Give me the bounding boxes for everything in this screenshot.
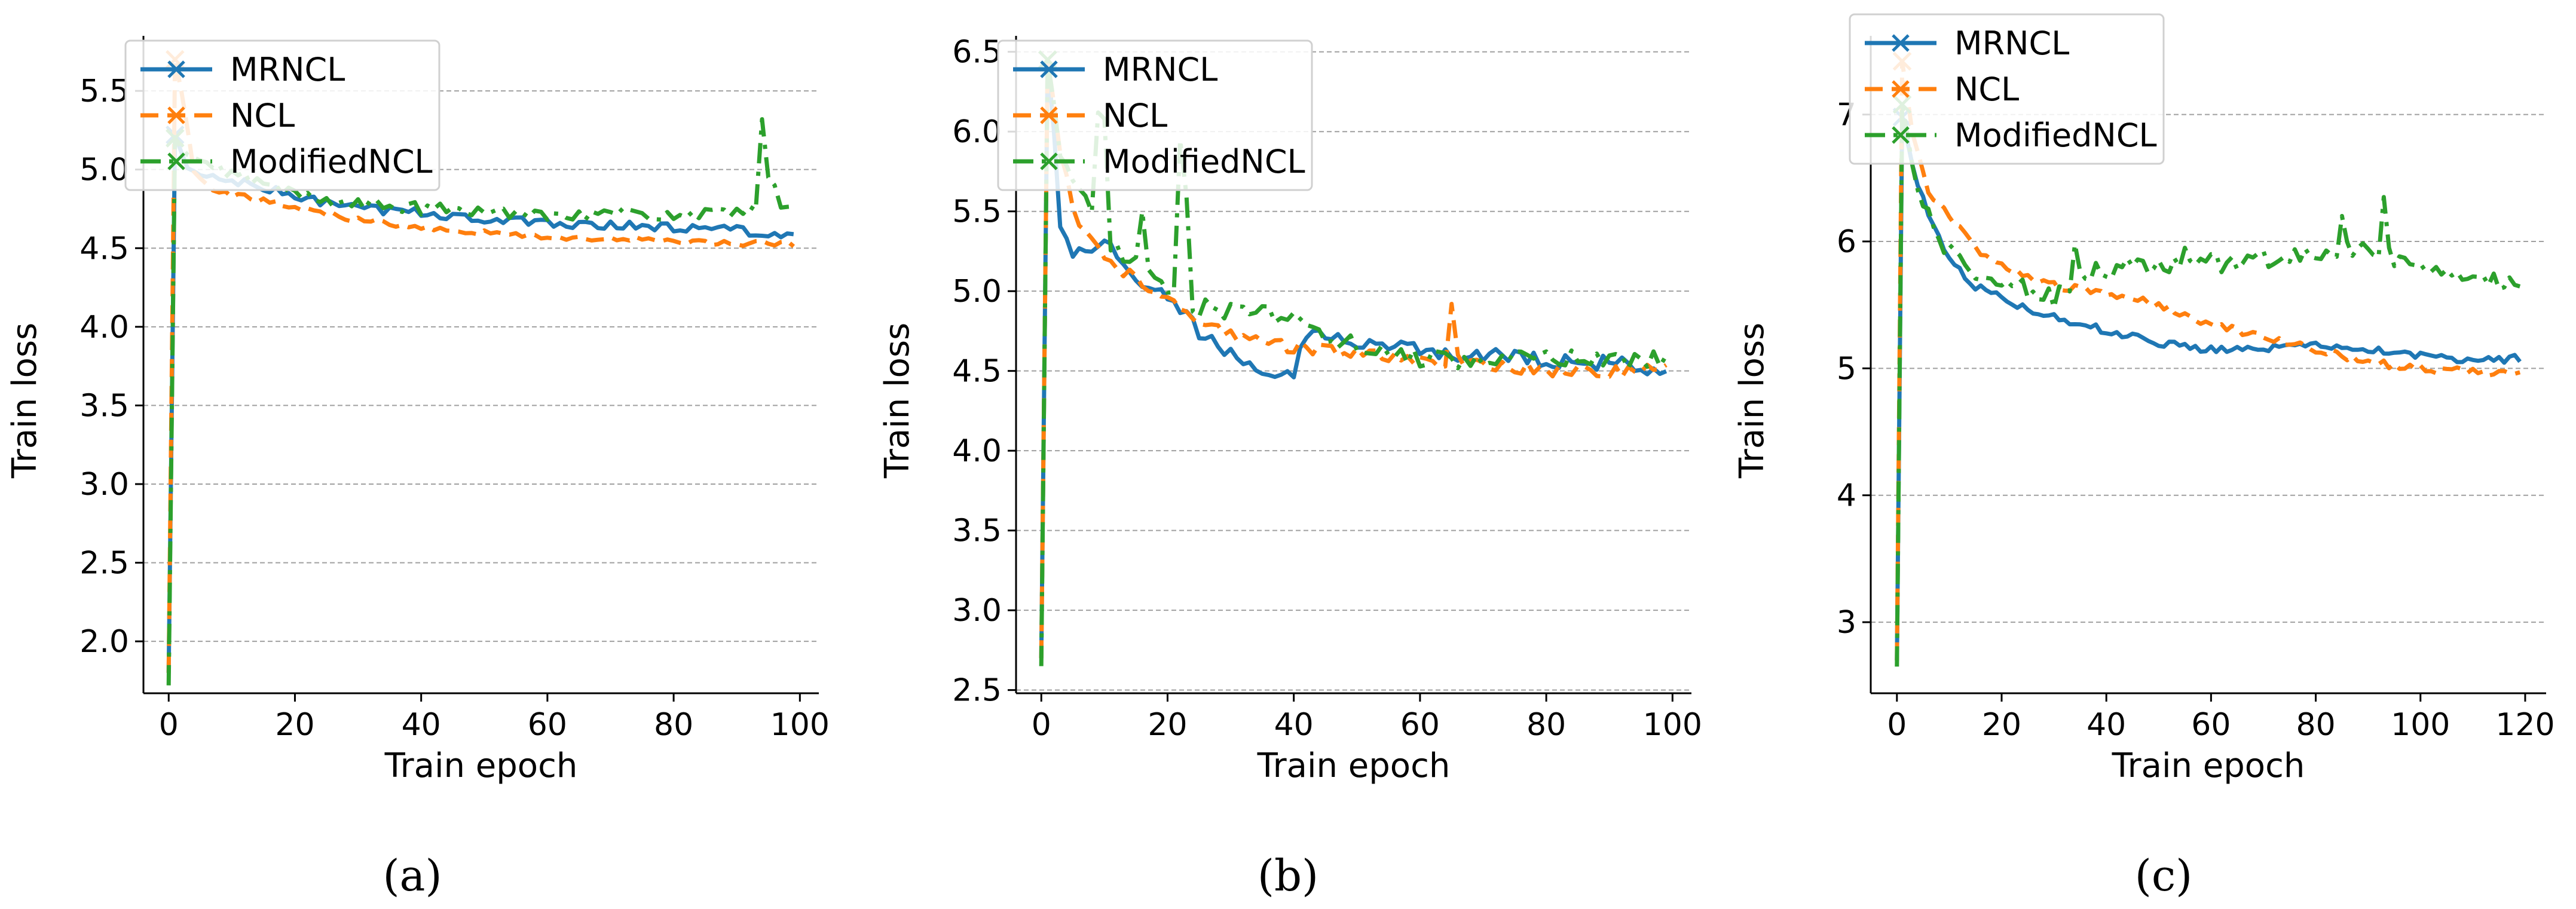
y-axis-label: Train loss (1733, 323, 1772, 479)
x-tick-label: 0 (1032, 707, 1051, 743)
series-line-ncl (1039, 57, 1668, 659)
series-line-ncl (1895, 59, 2521, 660)
series-line-modifiedncl (1039, 57, 1668, 666)
legend-label: ModifiedNCL (1103, 143, 1305, 180)
x-tick-label: 0 (159, 707, 179, 743)
x-tick-label: 80 (1526, 707, 1566, 743)
x-tick-label: 40 (402, 707, 441, 743)
legend-swatch-mrncl (1865, 34, 1936, 52)
legend-label: NCL (230, 97, 295, 134)
y-tick-label: 6 (1837, 224, 1856, 260)
legend-label: NCL (1103, 97, 1167, 134)
x-tick-label: 60 (1400, 707, 1440, 743)
legend-label: ModifiedNCL (1954, 117, 2157, 154)
legend-label: MRNCL (1954, 25, 2069, 62)
legend: MRNCL NCL ModifiedNCL (1849, 13, 2165, 165)
legend-swatch-mrncl (1013, 60, 1085, 78)
x-tick-label: 100 (2391, 707, 2450, 743)
series-line-modifiedncl (166, 117, 794, 685)
series-line-mrncl (1895, 115, 2522, 660)
y-tick-label: 5.5 (952, 194, 1002, 230)
x-tick-label: 20 (1148, 707, 1187, 743)
legend: MRNCL NCL ModifiedNCL (124, 39, 440, 191)
y-tick-label: 4.0 (952, 433, 1002, 469)
legend-swatch-modifiedncl (1865, 126, 1936, 144)
x-tick-label: 20 (1982, 707, 2021, 743)
x-tick-label: 80 (654, 707, 693, 743)
y-tick-label: 3 (1837, 605, 1856, 641)
x-tick-label: 120 (2495, 707, 2554, 743)
y-tick-label: 2.0 (79, 624, 129, 660)
chart-b: 2.5 3.0 3.5 4.0 4.5 5.0 5.5 6.0 6.5 0 20 40 60 80 100 T… (878, 35, 1702, 785)
y-tick-label: 2.5 (79, 546, 129, 581)
x-tick-label: 40 (2087, 707, 2126, 743)
x-tick-label: 100 (1643, 707, 1702, 743)
y-tick-label: 5.0 (79, 152, 129, 188)
caption-b: (b) (1258, 850, 1318, 901)
y-tick-label: 2.5 (952, 673, 1002, 709)
legend-swatch-ncl (1013, 106, 1085, 124)
x-tick-label: 60 (2191, 707, 2231, 743)
legend-swatch-mrncl (140, 60, 212, 78)
y-tick-label: 4.5 (79, 231, 129, 267)
legend-swatch-modifiedncl (1013, 152, 1085, 170)
x-tick-label: 100 (770, 707, 830, 743)
y-tick-label: 3.0 (79, 467, 129, 503)
legend-swatch-modifiedncl (140, 152, 212, 170)
legend-label: NCL (1954, 71, 2019, 108)
y-tick-label: 6.0 (952, 114, 1002, 150)
y-tick-label: 4.5 (952, 354, 1002, 390)
y-axis-label: Train loss (878, 323, 917, 479)
legend-label: ModifiedNCL (230, 143, 433, 180)
y-tick-label: 3.5 (952, 513, 1002, 549)
x-tick-label: 40 (1274, 707, 1314, 743)
series-line-ncl (166, 57, 796, 673)
chart-a: 2.0 2.5 3.0 3.5 4.0 4.5 5.0 5.5 0 20 40 60 80 100 Trai… (5, 36, 830, 785)
y-tick-label: 4 (1837, 478, 1856, 514)
legend-swatch-ncl (1865, 80, 1936, 98)
x-tick-label: 20 (275, 707, 314, 743)
y-tick-label: 5.5 (79, 74, 129, 109)
x-axis-label: Train epoch (384, 746, 578, 785)
y-tick-label: 3.5 (79, 388, 129, 424)
legend-label: MRNCL (1103, 51, 1217, 88)
charts-container: 2.02.53.03.54.04.55.05.50 20 40 60 80 100Trai… (5, 13, 2555, 785)
x-tick-label: 0 (1887, 707, 1907, 743)
x-axis-label: Train epoch (2112, 746, 2305, 785)
y-tick-label: 5.0 (952, 274, 1002, 310)
legend-label: MRNCL (230, 51, 345, 88)
legend: MRNCL NCL ModifiedNCL (997, 39, 1313, 191)
x-tick-label: 80 (2296, 707, 2335, 743)
y-tick-label: 6.5 (952, 35, 1002, 71)
x-axis-label: Train epoch (1257, 746, 1451, 785)
caption-a: (a) (383, 850, 442, 901)
y-tick-label: 5 (1837, 351, 1856, 387)
y-axis-label: Train loss (5, 323, 44, 479)
legend-swatch-ncl (140, 106, 212, 124)
y-tick-label: 4.0 (79, 310, 129, 345)
caption-c: (c) (2135, 850, 2193, 901)
x-tick-label: 60 (528, 707, 567, 743)
y-tick-label: 3.0 (952, 593, 1002, 629)
series-line-modifiedncl (1895, 102, 2521, 667)
